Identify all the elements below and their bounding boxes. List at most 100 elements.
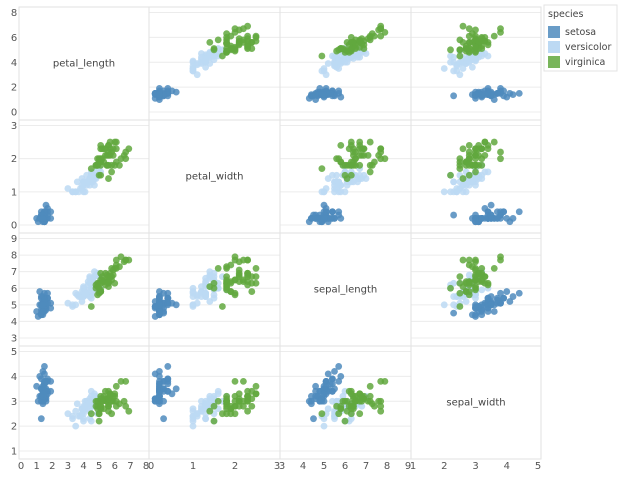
point-virginica	[244, 41, 252, 49]
point-versicolor	[465, 271, 473, 279]
y-tick-label: 9	[11, 234, 17, 245]
legend-label: setosa	[565, 27, 596, 38]
point-virginica	[117, 155, 125, 163]
point-versicolor	[189, 293, 197, 300]
point-setosa	[506, 298, 514, 305]
x-tick-label: 3	[279, 461, 285, 472]
point-versicolor	[73, 400, 81, 408]
point-setosa	[39, 390, 47, 398]
point-virginica	[244, 281, 252, 289]
point-versicolor	[456, 71, 464, 79]
x-tick-label: 2	[232, 461, 238, 472]
point-versicolor	[64, 410, 72, 418]
point-setosa	[472, 211, 479, 219]
point-versicolor	[202, 415, 210, 423]
point-virginica	[339, 161, 347, 169]
point-virginica	[244, 256, 252, 264]
point-versicolor	[80, 417, 87, 425]
point-setosa	[326, 89, 334, 97]
point-virginica	[465, 38, 473, 46]
point-versicolor	[440, 65, 448, 72]
point-virginica	[318, 52, 326, 60]
point-setosa	[47, 299, 55, 307]
point-setosa	[39, 301, 47, 309]
x-tick-label: 5	[535, 461, 541, 472]
point-virginica	[472, 168, 479, 176]
point-versicolor	[447, 58, 454, 66]
point-setosa	[472, 91, 479, 98]
point-virginica	[339, 397, 347, 405]
y-tick-label: 5	[11, 300, 17, 311]
point-virginica	[459, 38, 467, 46]
point-virginica	[240, 402, 247, 410]
point-versicolor	[329, 171, 336, 179]
point-virginica	[459, 22, 467, 30]
x-tick-label: 0	[18, 461, 24, 472]
point-versicolor	[81, 289, 89, 297]
point-setosa	[312, 91, 319, 98]
point-setosa	[39, 214, 47, 222]
point-virginica	[318, 410, 326, 418]
point-versicolor	[356, 171, 364, 179]
x-tick-label: 3	[472, 461, 478, 472]
y-tick-label: 1	[11, 187, 17, 198]
point-virginica	[352, 155, 359, 163]
legend-entry-versicolor[interactable]: versicolor	[548, 41, 611, 53]
x-tick-label: 1	[190, 461, 196, 472]
y-tick-label: 1	[11, 447, 17, 458]
point-virginica	[223, 397, 231, 405]
point-setosa	[37, 415, 45, 423]
point-virginica	[345, 41, 353, 49]
point-versicolor	[459, 65, 467, 72]
point-virginica	[227, 410, 235, 418]
y-tick-label: 3	[11, 121, 17, 132]
point-versicolor	[450, 301, 458, 309]
point-virginica	[223, 40, 231, 47]
point-versicolor	[64, 185, 72, 192]
point-setosa	[308, 397, 315, 405]
point-virginica	[244, 407, 252, 415]
legend[interactable]: species setosa versicolor virginica	[543, 4, 618, 72]
point-virginica	[447, 171, 454, 179]
point-versicolor	[84, 281, 92, 289]
point-versicolor	[91, 273, 98, 281]
legend-entry-setosa[interactable]: setosa	[548, 26, 596, 38]
point-setosa	[156, 368, 163, 375]
point-virginica	[377, 145, 385, 153]
point-versicolor	[193, 299, 201, 307]
point-virginica	[105, 402, 112, 410]
point-versicolor	[72, 422, 80, 430]
point-virginica	[356, 390, 364, 398]
point-virginica	[472, 155, 479, 163]
point-virginica	[231, 397, 239, 405]
x-tick-label: 2	[49, 461, 55, 472]
point-virginica	[337, 405, 345, 413]
x-tick-label: 4	[300, 461, 306, 472]
point-setosa	[156, 380, 163, 388]
y-tick-label: 2	[11, 83, 17, 94]
point-virginica	[210, 45, 218, 52]
point-virginica	[122, 155, 130, 163]
point-virginica	[341, 417, 349, 425]
point-virginica	[472, 161, 479, 169]
point-virginica	[105, 407, 112, 415]
y-tick-label: 6	[11, 284, 17, 295]
point-setosa	[320, 390, 328, 398]
point-setosa	[500, 294, 508, 302]
point-virginica	[484, 41, 492, 49]
point-virginica	[352, 397, 359, 405]
legend-entry-virginica[interactable]: virginica	[548, 56, 605, 68]
point-setosa	[156, 296, 163, 304]
point-setosa	[172, 88, 180, 96]
point-virginica	[112, 382, 120, 390]
x-tick-label: 7	[127, 461, 133, 472]
y-tick-label: 0	[11, 221, 17, 232]
point-virginica	[472, 276, 479, 284]
point-virginica	[377, 407, 385, 415]
point-setosa	[472, 304, 479, 312]
point-virginica	[106, 273, 114, 281]
point-versicolor	[450, 188, 458, 196]
point-setosa	[481, 91, 489, 98]
point-setosa	[497, 289, 504, 297]
